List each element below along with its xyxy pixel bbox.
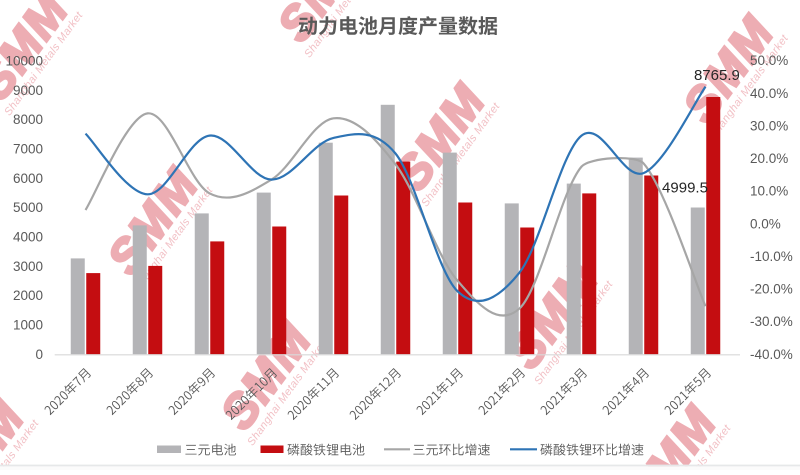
svg-text:20.0%: 20.0% (750, 151, 788, 166)
svg-text:8000: 8000 (13, 112, 43, 127)
svg-text:1000: 1000 (13, 318, 43, 333)
svg-text:-20.0%: -20.0% (750, 282, 793, 297)
svg-text:0.0%: 0.0% (750, 216, 781, 231)
svg-text:10.0%: 10.0% (750, 184, 788, 199)
svg-text:40.0%: 40.0% (750, 86, 788, 101)
svg-text:4000: 4000 (13, 230, 43, 245)
svg-text:3000: 3000 (13, 259, 43, 274)
svg-text:2000: 2000 (13, 288, 43, 303)
svg-text:5000: 5000 (13, 200, 43, 215)
svg-text:0: 0 (35, 347, 43, 362)
svg-text:50.0%: 50.0% (750, 53, 788, 68)
svg-text:4999.5: 4999.5 (662, 179, 708, 196)
svg-text:30.0%: 30.0% (750, 118, 788, 133)
svg-text:-30.0%: -30.0% (750, 314, 793, 329)
svg-text:10000: 10000 (5, 53, 43, 68)
svg-text:8765.9: 8765.9 (694, 67, 740, 84)
svg-text:6000: 6000 (13, 171, 43, 186)
svg-text:9000: 9000 (13, 83, 43, 98)
svg-text:-10.0%: -10.0% (750, 249, 793, 264)
svg-text:7000: 7000 (13, 142, 43, 157)
svg-text:-40.0%: -40.0% (750, 347, 793, 362)
